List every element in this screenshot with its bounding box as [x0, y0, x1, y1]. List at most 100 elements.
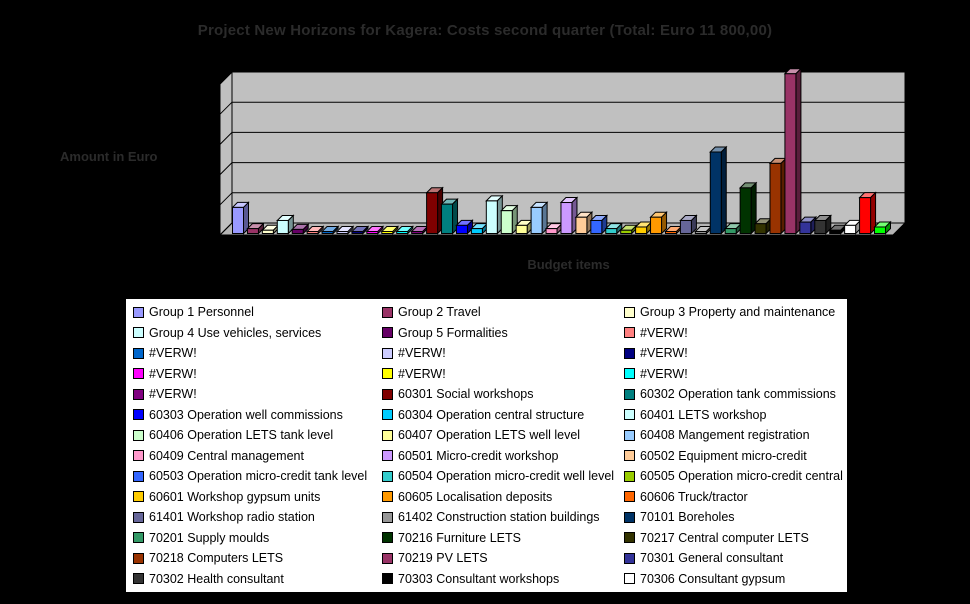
legend-item[interactable]: #VERW!: [624, 346, 847, 360]
legend-item[interactable]: 70201 Supply moulds: [133, 531, 382, 545]
bar-#VERW![interactable]: [350, 225, 370, 235]
legend-item[interactable]: 70302 Health consultant: [133, 572, 382, 586]
y-axis-title: Amount in Euro: [60, 149, 158, 164]
legend-item[interactable]: 70219 PV LETS: [382, 551, 624, 565]
legend-item[interactable]: #VERW!: [133, 346, 382, 360]
legend-label: 60302 Operation tank commissions: [640, 387, 836, 402]
bar-60605 Localisation deposits[interactable]: [649, 210, 668, 235]
bar-Group 4 Use vehicles, services[interactable]: [276, 214, 295, 235]
bar-60303 Operation well commissions[interactable]: [455, 219, 474, 235]
legend-item[interactable]: 60304 Operation central structure: [382, 408, 624, 422]
legend-item[interactable]: 60503 Operation micro-credit tank level: [133, 469, 382, 483]
bar-60302 Operation tank commissions[interactable]: [440, 197, 459, 235]
legend-item[interactable]: Group 2 Travel: [382, 305, 624, 319]
bar-front-face: [426, 192, 439, 234]
legend-item[interactable]: Group 4 Use vehicles, services: [133, 326, 382, 340]
bar-front-face: [784, 73, 797, 235]
legend-item[interactable]: 60408 Mangement registration: [624, 428, 847, 442]
legend-swatch-icon: [624, 491, 635, 503]
legend-swatch-icon: [624, 388, 635, 400]
legend-item[interactable]: 60501 Micro-credit workshop: [382, 449, 624, 463]
bar-60408 Mangement registration[interactable]: [529, 201, 549, 235]
legend-item[interactable]: 60504 Operation micro-credit well level: [382, 469, 624, 483]
legend-item[interactable]: 70218 Computers LETS: [133, 551, 382, 565]
legend-item[interactable]: Group 3 Property and maintenance: [624, 305, 847, 319]
bar-60503 Operation micro-credit tank level[interactable]: [589, 214, 609, 235]
legend-item[interactable]: 70306 Consultant gypsum: [624, 572, 847, 586]
bar-Group 1 Personnel[interactable]: [231, 201, 250, 235]
bar-60407 Operation LETS well level[interactable]: [514, 219, 534, 235]
side-wall-gridline: [219, 192, 233, 206]
bar-#VERW![interactable]: [380, 225, 400, 235]
legend-item[interactable]: #VERW!: [624, 367, 847, 381]
bar-#VERW![interactable]: [305, 225, 325, 235]
side-wall-gridline: [219, 101, 233, 115]
bar-61401 Workshop radio station[interactable]: [679, 214, 698, 235]
legend-item[interactable]: 60406 Operation LETS tank level: [133, 428, 382, 442]
bar-70216 Furniture LETS[interactable]: [738, 181, 758, 235]
bar-front-face: [232, 206, 244, 234]
bar-#VERW![interactable]: [395, 225, 414, 235]
bar-front-face: [664, 231, 677, 234]
bar-60304 Operation central structure[interactable]: [470, 222, 489, 235]
legend-item[interactable]: 60601 Workshop gypsum units: [133, 490, 382, 504]
legend-item[interactable]: #VERW!: [624, 326, 847, 340]
bar-60501 Micro-credit workshop[interactable]: [559, 196, 579, 235]
legend-item[interactable]: 60302 Operation tank commissions: [624, 387, 847, 401]
bar-#VERW![interactable]: [335, 225, 355, 235]
legend-item[interactable]: 61401 Workshop radio station: [133, 510, 382, 524]
legend-item[interactable]: 61402 Construction station buildings: [382, 510, 624, 524]
legend-item[interactable]: 60502 Equipment micro-credit: [624, 449, 847, 463]
x-axis-title: Budget items: [527, 257, 610, 272]
legend-swatch-icon: [624, 429, 635, 441]
bar-Group 5 Formalities[interactable]: [291, 223, 310, 235]
bar-front-face: [470, 228, 483, 235]
bar-unlabeled-44[interactable]: [873, 220, 892, 235]
legend-item[interactable]: 60605 Localisation deposits: [382, 490, 624, 504]
legend-item[interactable]: 60409 Central management: [133, 449, 382, 463]
bar-#VERW![interactable]: [320, 225, 340, 235]
bar-front-face: [679, 219, 692, 235]
legend-swatch-icon: [133, 552, 144, 564]
bar-70218 Computers LETS[interactable]: [768, 157, 788, 235]
legend-item[interactable]: 60407 Operation LETS well level: [382, 428, 624, 442]
bar-70302 Health consultant[interactable]: [813, 214, 832, 235]
bar-70301 General consultant[interactable]: [798, 215, 818, 235]
legend-item[interactable]: Group 1 Personnel: [133, 305, 382, 319]
legend-swatch-icon: [382, 368, 393, 380]
legend-item[interactable]: 70101 Boreholes: [624, 510, 847, 524]
legend-item[interactable]: #VERW!: [382, 346, 624, 360]
bar-#VERW![interactable]: [365, 225, 385, 235]
legend-item[interactable]: 70303 Consultant workshops: [382, 572, 624, 586]
legend-item[interactable]: 70217 Central computer LETS: [624, 531, 847, 545]
legend-item[interactable]: #VERW!: [133, 387, 382, 401]
legend-item[interactable]: 60401 LETS workshop: [624, 408, 847, 422]
legend-swatch-icon: [382, 409, 393, 421]
legend-label: #VERW!: [149, 346, 197, 361]
legend-item[interactable]: 70216 Furniture LETS: [382, 531, 624, 545]
legend-label: 61401 Workshop radio station: [149, 510, 315, 525]
legend-swatch-icon: [382, 532, 393, 544]
bar-70306 Consultant gypsum[interactable]: [843, 219, 862, 235]
bar-70219 PV LETS[interactable]: [783, 67, 803, 235]
bar-unlabeled-43[interactable]: [858, 191, 877, 235]
legend-label: 70218 Computers LETS: [149, 551, 284, 566]
legend-item[interactable]: 60606 Truck/tractor: [624, 490, 847, 504]
legend-item[interactable]: 60303 Operation well commissions: [133, 408, 382, 422]
bar-70217 Central computer LETS[interactable]: [753, 217, 773, 235]
legend-item[interactable]: Group 5 Formalities: [382, 326, 624, 340]
bar-60502 Equipment micro-credit[interactable]: [574, 210, 594, 235]
legend-item[interactable]: 70301 General consultant: [624, 551, 847, 565]
legend-item[interactable]: 60301 Social workshops: [382, 387, 624, 401]
bar-70101 Boreholes[interactable]: [709, 145, 728, 235]
bar-front-face: [590, 219, 603, 235]
legend-swatch-icon: [133, 532, 144, 544]
legend-item[interactable]: 60505 Operation micro-credit central: [624, 469, 847, 483]
bar-60406 Operation LETS tank level[interactable]: [500, 204, 519, 235]
bar-60401 LETS workshop[interactable]: [485, 194, 504, 235]
legend-item[interactable]: #VERW!: [382, 367, 624, 381]
legend-item[interactable]: #VERW!: [133, 367, 382, 381]
bar-Group 2 Travel[interactable]: [246, 222, 265, 235]
bar-60301 Social workshops[interactable]: [425, 186, 444, 235]
plot-area-3d[interactable]: [0, 0, 970, 290]
